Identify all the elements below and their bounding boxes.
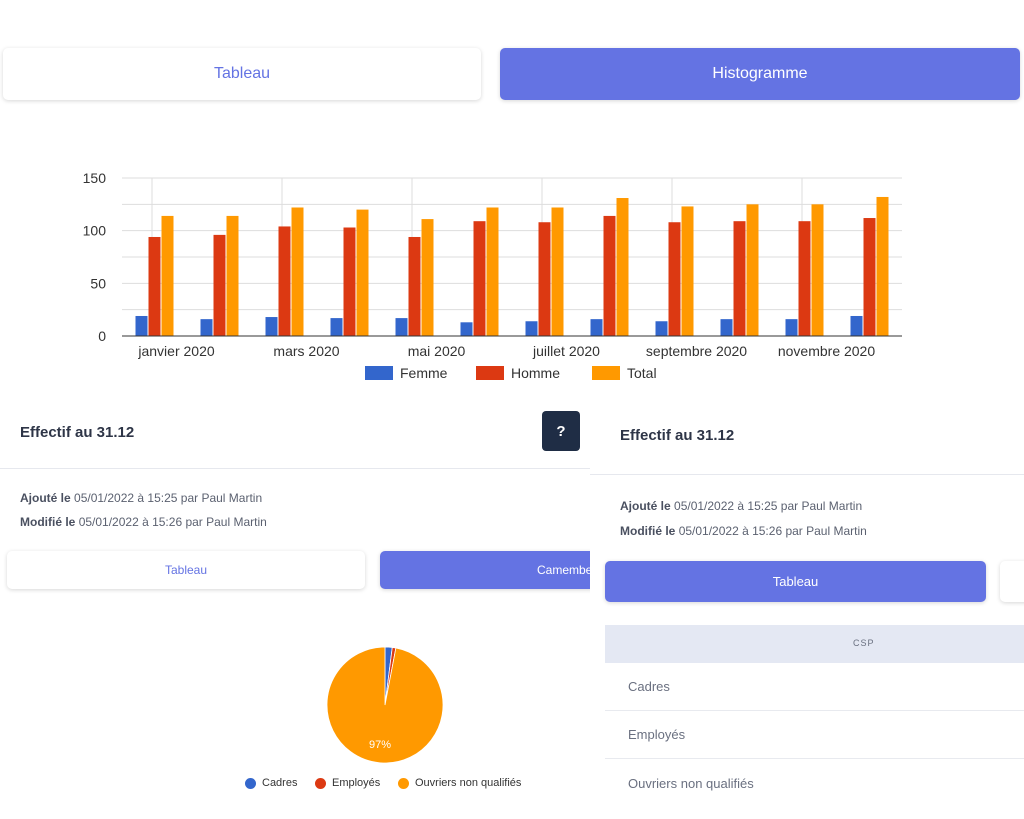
bar-total bbox=[811, 204, 824, 336]
right-added-text: 05/01/2022 à 15:25 par Paul Martin bbox=[674, 499, 863, 513]
legend-label-total: Total bbox=[627, 365, 657, 381]
legend-swatch-homme bbox=[476, 366, 504, 380]
y-tick-label: 50 bbox=[90, 275, 106, 291]
bar-homme bbox=[668, 222, 681, 336]
x-tick-label: mars 2020 bbox=[273, 343, 339, 359]
table-row: Cadres bbox=[605, 663, 1024, 711]
right-modified-label: Modifié le bbox=[620, 524, 676, 538]
modified-label: Modifié le bbox=[20, 515, 76, 529]
ouvriers-swatch bbox=[398, 777, 409, 789]
bar-homme bbox=[148, 236, 161, 336]
bar-femme bbox=[200, 319, 213, 336]
bar-femme bbox=[330, 318, 343, 336]
bar-total bbox=[876, 196, 889, 336]
table-cell-csp: Cadres bbox=[628, 679, 670, 694]
bar-femme bbox=[590, 319, 603, 336]
table-row: Ouvriers non qualifiés bbox=[605, 759, 1024, 807]
bar-homme bbox=[408, 236, 421, 336]
right-panel: Effectif au 31.12 Ajouté le 05/01/2022 à… bbox=[590, 395, 1024, 819]
bar-total bbox=[486, 207, 499, 336]
pie-legend-cadres: Cadres bbox=[245, 777, 297, 789]
pie-slice-2 bbox=[326, 646, 444, 764]
bar-femme bbox=[460, 322, 473, 336]
y-tick-label: 0 bbox=[98, 328, 106, 344]
right-panel-divider bbox=[590, 474, 1024, 475]
bar-total bbox=[356, 209, 369, 336]
modified-text: 05/01/2022 à 15:26 par Paul Martin bbox=[78, 515, 267, 529]
bar-total bbox=[681, 206, 694, 336]
bar-homme bbox=[278, 226, 291, 336]
right-added-info: Ajouté le 05/01/2022 à 15:25 par Paul Ma… bbox=[620, 499, 862, 513]
right-modified-info: Modifié le 05/01/2022 à 15:26 par Paul M… bbox=[620, 524, 867, 538]
left-added-info: Ajouté le 05/01/2022 à 15:25 par Paul Ma… bbox=[20, 491, 262, 505]
legend-label-homme: Homme bbox=[511, 365, 560, 381]
added-text: 05/01/2022 à 15:25 par Paul Martin bbox=[74, 491, 263, 505]
pie-legend-cadres-label: Cadres bbox=[262, 777, 298, 789]
right-tab-tableau[interactable]: Tableau bbox=[605, 561, 986, 602]
left-panel-title: Effectif au 31.12 bbox=[20, 424, 135, 441]
x-tick-label: mai 2020 bbox=[408, 343, 466, 359]
employes-swatch bbox=[315, 777, 326, 789]
tab-histogramme[interactable]: Histogramme bbox=[500, 48, 1020, 100]
bar-homme bbox=[538, 222, 551, 336]
table-cell-csp: Ouvriers non qualifiés bbox=[628, 775, 754, 791]
left-tab-tableau[interactable]: Tableau bbox=[7, 551, 365, 589]
right-added-label: Ajouté le bbox=[620, 499, 671, 513]
bar-femme bbox=[265, 317, 278, 336]
legend-swatch-femme bbox=[365, 366, 393, 380]
y-tick-label: 100 bbox=[83, 223, 107, 239]
x-tick-label: septembre 2020 bbox=[646, 343, 747, 359]
bar-homme bbox=[798, 221, 811, 336]
bar-homme bbox=[473, 221, 486, 336]
pie-legend-employes-label: Employés bbox=[332, 777, 381, 789]
bar-femme bbox=[135, 315, 148, 336]
bar-femme bbox=[785, 319, 798, 336]
x-tick-label: juillet 2020 bbox=[532, 343, 600, 359]
x-tick-label: novembre 2020 bbox=[778, 343, 876, 359]
bar-femme bbox=[720, 319, 733, 336]
tab-tableau[interactable]: Tableau bbox=[3, 48, 481, 100]
right-tab-next[interactable] bbox=[1000, 561, 1024, 602]
pie-legend-employes: Employés bbox=[315, 777, 380, 789]
help-button[interactable]: ? bbox=[542, 411, 580, 451]
right-modified-text: 05/01/2022 à 15:26 par Paul Martin bbox=[678, 524, 867, 538]
bar-homme bbox=[343, 227, 356, 336]
pie-legend-ouvriers: Ouvriers non qualifiés bbox=[398, 777, 521, 789]
table-row: Employés bbox=[605, 711, 1024, 759]
left-modified-info: Modifié le 05/01/2022 à 15:26 par Paul M… bbox=[20, 515, 267, 529]
y-tick-label: 150 bbox=[83, 170, 107, 186]
bar-homme bbox=[213, 234, 226, 336]
bar-total bbox=[616, 198, 629, 336]
bar-total bbox=[291, 207, 304, 336]
bar-femme bbox=[655, 321, 668, 336]
bar-total bbox=[226, 215, 239, 336]
cadres-swatch bbox=[245, 777, 256, 789]
pie-chart: 97% bbox=[326, 646, 444, 764]
pie-data-label: 97% bbox=[369, 739, 391, 751]
table-cell-csp: Employés bbox=[628, 727, 686, 742]
bar-femme bbox=[525, 321, 538, 336]
bar-femme bbox=[850, 315, 863, 336]
bar-total bbox=[421, 219, 434, 336]
left-tab-camembert-label: Camembert bbox=[537, 563, 600, 577]
table-header: CSP bbox=[605, 625, 1024, 663]
legend-swatch-total bbox=[592, 366, 620, 380]
histogram-chart: 0 50 100 150 janvier 2020 mars 2020 mai 2020 ju… bbox=[83, 170, 902, 381]
bar-homme bbox=[603, 215, 616, 336]
bar-total bbox=[551, 207, 564, 336]
bar-total bbox=[746, 204, 759, 336]
added-label: Ajouté le bbox=[20, 491, 71, 505]
right-panel-title: Effectif au 31.12 bbox=[620, 427, 735, 444]
bar-femme bbox=[395, 318, 408, 336]
table-header-csp: CSP bbox=[853, 638, 875, 648]
pie-legend-ouvriers-label: Ouvriers non qualifiés bbox=[415, 777, 522, 789]
bar-homme bbox=[733, 221, 746, 336]
x-tick-label: janvier 2020 bbox=[137, 343, 214, 359]
legend-label-femme: Femme bbox=[400, 365, 448, 381]
bar-total bbox=[161, 215, 174, 336]
bar-homme bbox=[863, 218, 876, 336]
left-panel-divider bbox=[0, 468, 590, 469]
